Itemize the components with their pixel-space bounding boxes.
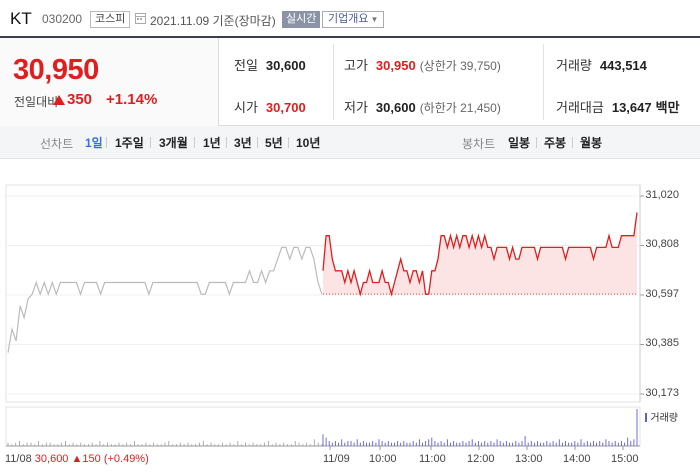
current-price: 30,950 (13, 54, 99, 86)
stat-prev-close: 전일 30,600 (234, 55, 306, 74)
stat-value: 30,600 (265, 58, 306, 73)
stat-value: 30,600 (375, 100, 416, 115)
tab-1y[interactable]: 1년 (203, 136, 221, 150)
divider (543, 44, 544, 120)
y-tick-label: 30,808 (645, 238, 679, 250)
y-tick-label: 30,385 (645, 337, 679, 349)
tab-3m[interactable]: 3개월 (159, 136, 188, 150)
tab-1w[interactable]: 1주일 (115, 136, 144, 150)
tab-separator (288, 137, 289, 148)
stat-value: 13,647 (611, 100, 652, 115)
y-tick-label: 30,173 (645, 387, 679, 399)
tab-1d[interactable]: 1일 (85, 136, 103, 150)
up-arrow-icon: ▲ (71, 453, 83, 465)
tab-weekly[interactable]: 주봉 (544, 136, 567, 150)
prev-day-summary: 11/08 30,600 ▲150 (+0.49%) (5, 453, 149, 465)
y-tick-label: 31,020 (645, 189, 679, 201)
tab-3y[interactable]: 3년 (234, 136, 252, 150)
stat-value: 30,950 (375, 58, 416, 73)
stock-name: KT (10, 9, 32, 28)
prev-day-change: 150 (82, 453, 101, 465)
lower-limit: (하한가 21,450) (419, 101, 501, 115)
x-tick-label: 12:00 (467, 453, 495, 465)
stat-value: 30,700 (265, 100, 306, 115)
tab-separator (150, 137, 151, 148)
chevron-down-icon: ▼ (370, 15, 379, 24)
company-info-button[interactable]: 기업개요 ▼ (322, 11, 385, 28)
diff-label: 전일대비 (14, 95, 59, 109)
price-line (322, 212, 638, 297)
x-tick-label: 13:00 (515, 453, 543, 465)
chart-canvas (5, 184, 644, 450)
upper-limit: (상한가 39,750) (419, 59, 501, 73)
prev-day-pct: (+0.49%) (103, 453, 149, 465)
stat-high: 고가 30,950 (상한가 39,750) (344, 55, 501, 74)
stat-value: 443,514 (599, 58, 647, 73)
stock-code: 030200 (42, 12, 83, 26)
stat-unit: 백만 (655, 100, 680, 115)
tab-separator (257, 137, 258, 148)
stat-label: 거래량 (556, 58, 592, 73)
y-tick-label: 30,597 (645, 288, 679, 300)
tab-separator (226, 137, 227, 148)
company-info-label: 기업개요 (328, 13, 369, 25)
tab-separator (536, 137, 537, 148)
stat-label: 고가 (344, 58, 368, 73)
current-price-panel: 30,950 전일대비 350 +1.14% (0, 38, 219, 126)
candle-chart-title: 봉차트 (462, 137, 496, 151)
diff-value: 350 (67, 91, 93, 108)
volume-legend: 거래량 (645, 409, 678, 424)
tab-daily[interactable]: 일봉 (508, 136, 531, 150)
prev-day-label: 11/08 (5, 453, 32, 465)
price-summary: 30,950 전일대비 350 +1.14% 전일 30,600 시가 30,700… (0, 38, 700, 126)
tab-separator (194, 137, 195, 148)
up-arrow-icon (53, 95, 65, 105)
stat-amount: 거래대금 13,647 백만 (556, 97, 680, 116)
base-date: 2021.11.09 기준(장마감) (150, 14, 276, 28)
chart-tabs: 선차트 1일 1주일 3개월 1년 3년 5년 10년 봉차트 일봉 주봉 월봉 (0, 126, 700, 159)
volume-legend-mark (645, 413, 648, 422)
tab-separator (106, 137, 107, 148)
stat-label: 거래대금 (556, 100, 604, 115)
stat-low: 저가 30,600 (하한가 21,450) (344, 97, 501, 116)
x-tick-label: 15:00 (611, 453, 639, 465)
tab-separator (572, 137, 573, 148)
area-fill (323, 212, 637, 295)
calendar-icon (135, 13, 146, 24)
tab-10y[interactable]: 10년 (296, 136, 321, 150)
stat-label: 전일 (234, 58, 258, 73)
divider (333, 44, 334, 120)
line-chart-title: 선차트 (40, 137, 74, 151)
x-tick-label: 11:00 (419, 453, 446, 465)
x-tick-label: 11/09 (323, 453, 350, 465)
stat-label: 저가 (344, 100, 368, 115)
price-chart[interactable]: 31,020 30,808 30,597 30,385 30,173 거래량 1… (0, 170, 700, 475)
x-tick-label: 10:00 (369, 453, 397, 465)
tab-5y[interactable]: 5년 (265, 136, 283, 150)
stock-header: KT 030200 코스피 2021.11.09 기준(장마감) 실시간 기업개… (0, 0, 700, 38)
stat-open: 시가 30,700 (234, 97, 306, 116)
prev-day-close: 30,600 (34, 453, 69, 465)
volume-legend-label: 거래량 (650, 413, 678, 424)
stat-label: 시가 (234, 100, 258, 115)
tab-monthly[interactable]: 월봉 (580, 136, 603, 150)
prev-day-line (7, 246, 323, 353)
x-tick-label: 14:00 (563, 453, 591, 465)
stat-volume: 거래량 443,514 (556, 55, 647, 74)
realtime-button[interactable]: 실시간 (282, 11, 321, 28)
diff-percent: +1.14% (106, 91, 158, 108)
market-badge: 코스피 (90, 11, 131, 28)
